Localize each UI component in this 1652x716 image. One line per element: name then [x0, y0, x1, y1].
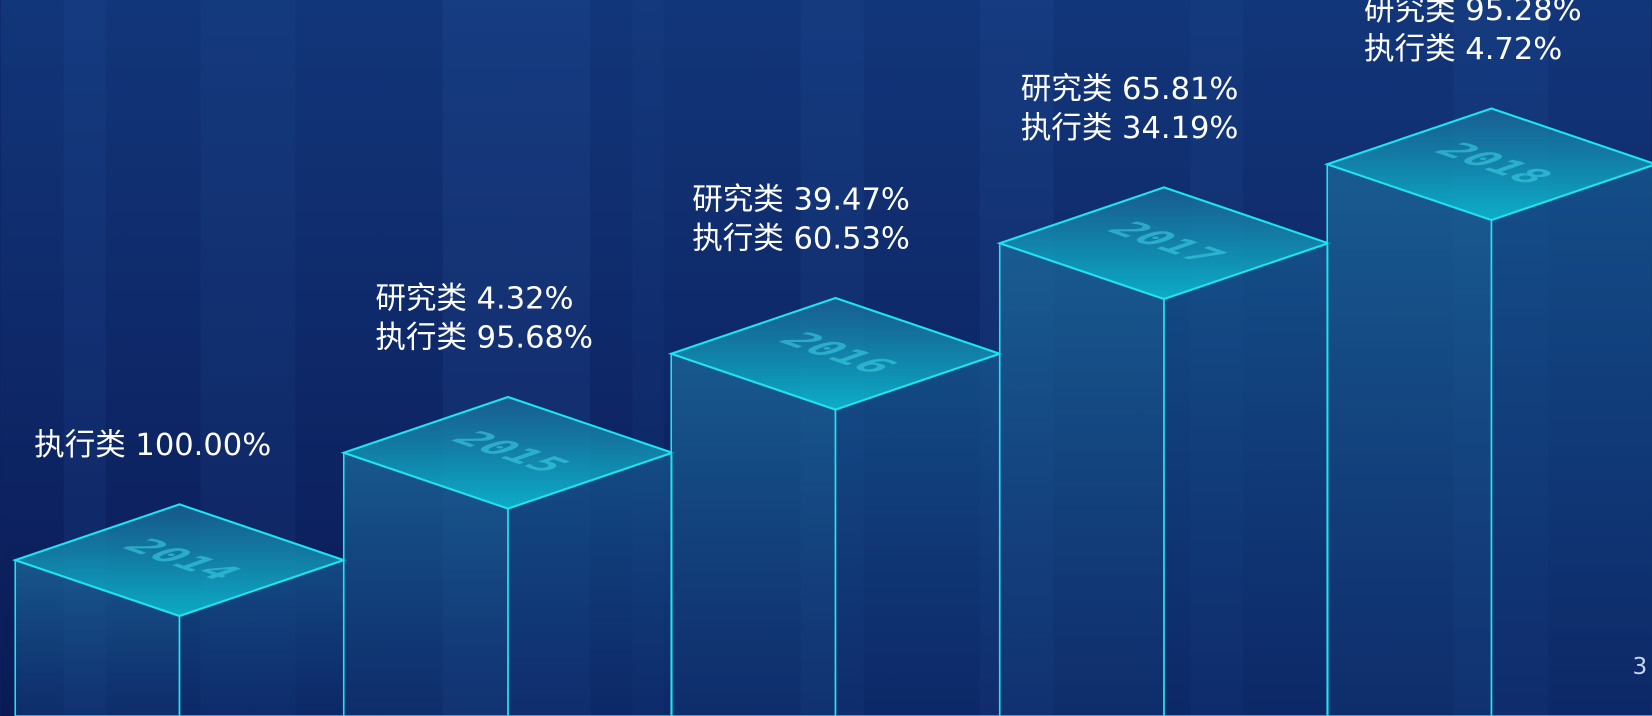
page-number: 3 [1633, 654, 1648, 680]
box-left-face [998, 242, 1165, 716]
box-right-face [1490, 164, 1652, 716]
box-left-face [1326, 163, 1493, 716]
box-left-face [670, 352, 837, 716]
box-top-face [1323, 107, 1652, 222]
share-label: 研究类 95.28% [1364, 0, 1582, 28]
share-label: 执行类 60.53% [692, 221, 910, 256]
share-label: 执行类 34.19% [1021, 111, 1239, 146]
share-label: 执行类 100.00% [34, 428, 271, 463]
share-label: 研究类 65.81% [1021, 72, 1239, 107]
share-label: 研究类 39.47% [692, 183, 910, 218]
share-label: 执行类 4.72% [1364, 32, 1562, 67]
box-right-face [834, 352, 1001, 716]
share-label: 执行类 95.68% [375, 320, 593, 355]
share-label: 研究类 4.32% [375, 282, 573, 317]
box-right-face [1163, 242, 1330, 716]
